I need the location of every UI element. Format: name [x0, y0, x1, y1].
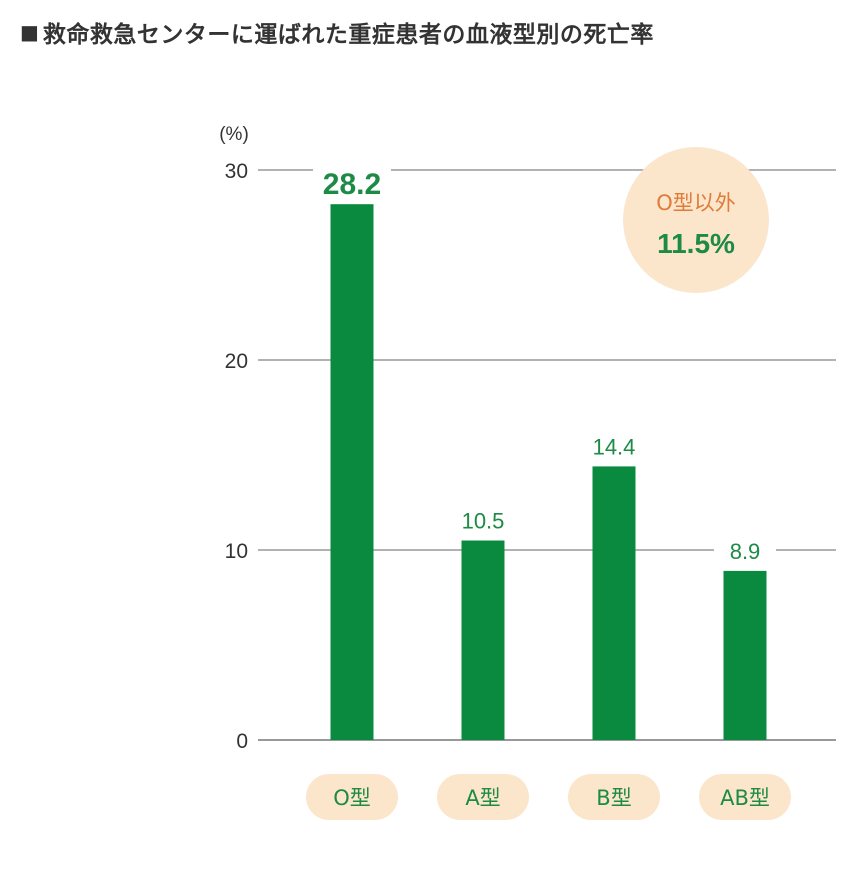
annotation: O型以外 11.5%: [623, 147, 769, 293]
category-pill: [306, 774, 398, 820]
value-label-2: 10.5: [462, 509, 505, 534]
value-label-4: 8.9: [730, 539, 761, 564]
category-label-2: A型: [465, 786, 500, 810]
category-labels: O型 A型 B型 AB型: [306, 774, 791, 820]
category-pill: [699, 774, 791, 820]
y-unit-label: (%): [219, 124, 249, 145]
bar-2: [461, 540, 505, 740]
annotation-label: O型以外: [656, 191, 736, 215]
annotation-value: 11.5%: [657, 228, 735, 259]
value-label-bg: [714, 536, 776, 565]
value-labels: 28.2 10.5 14.4 8.9: [313, 166, 776, 565]
chart-title: ■ 救命救急センターに運ばれた重症患者の血液型別の死亡率: [20, 14, 654, 50]
value-label-bg: [583, 432, 645, 461]
bar-4: [723, 570, 767, 740]
value-label-1: 28.2: [323, 168, 381, 201]
value-label-bg: [452, 506, 514, 535]
y-tick-label: 30: [225, 160, 248, 183]
annotation-circle: [623, 147, 769, 293]
y-tick-label: 20: [225, 350, 248, 373]
y-axis-ticks: 0 10 20 30: [225, 160, 248, 753]
bars: [330, 204, 767, 740]
category-label-3: B型: [596, 786, 631, 810]
value-label-3: 14.4: [593, 434, 636, 459]
bar-3: [592, 466, 636, 740]
title-square-marker: ■: [20, 20, 39, 44]
title-text: 救命救急センターに運ばれた重症患者の血液型別の死亡率: [42, 22, 654, 48]
category-pill: [568, 774, 660, 820]
category-pill: [437, 774, 529, 820]
y-tick-label: 0: [236, 730, 248, 753]
category-label-1: O型: [333, 786, 371, 810]
value-label-bg: [313, 166, 391, 201]
bar-1: [330, 204, 374, 740]
y-tick-label: 10: [225, 540, 248, 563]
category-label-4: AB型: [720, 786, 770, 810]
